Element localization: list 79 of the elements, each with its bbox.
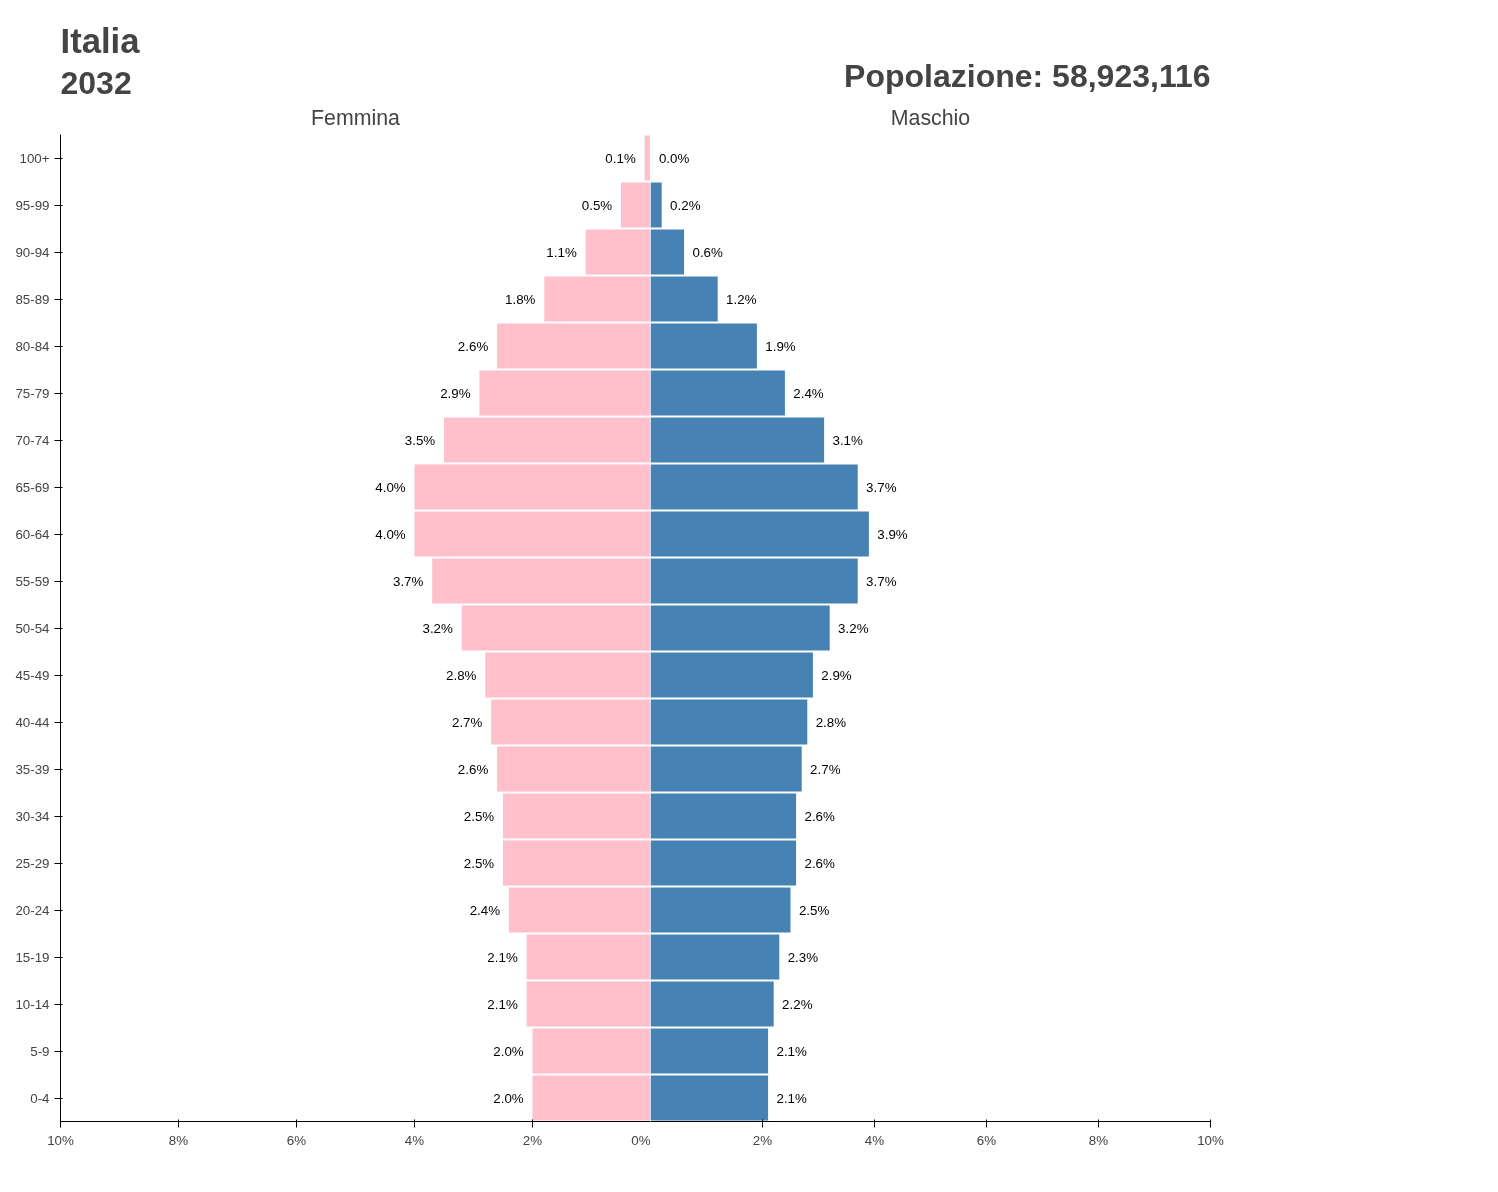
data-label: 2.0%	[493, 1090, 524, 1106]
data-label: 2.9%	[821, 667, 852, 683]
data-label: 2.5%	[798, 902, 830, 918]
data-label: 4.0%	[375, 479, 406, 495]
x-tick-label: 0%	[631, 1132, 651, 1148]
data-label: 0.0%	[658, 150, 690, 166]
data-label: 2.5%	[463, 855, 495, 871]
y-tick-label: 20-24	[15, 902, 51, 918]
data-label: 2.6%	[457, 338, 489, 354]
data-label: 1.2%	[726, 291, 757, 307]
data-label: 3.2%	[838, 620, 869, 636]
y-tick-label: 10-14	[15, 996, 51, 1012]
data-label: 2.5%	[463, 808, 495, 824]
data-label: 2.9%	[440, 385, 471, 401]
y-tick-label: 80-84	[15, 338, 51, 354]
data-label: 2.6%	[804, 855, 836, 871]
x-tick-label: 6%	[286, 1132, 307, 1148]
data-label: 2.6%	[457, 761, 489, 777]
data-label: 2.7%	[810, 761, 841, 777]
data-label: 2.1%	[487, 949, 518, 965]
y-tick-label: 15-19	[15, 949, 50, 965]
data-label: 0.2%	[670, 197, 701, 213]
data-label: 2.8%	[446, 667, 477, 683]
y-tick-label: 30-34	[15, 808, 51, 824]
data-label: 3.2%	[422, 620, 453, 636]
x-tick-label: 2%	[752, 1132, 773, 1148]
y-tick-label: 65-69	[15, 479, 50, 495]
data-label: 0.6%	[692, 244, 724, 260]
y-tick-label: 45-49	[15, 667, 50, 683]
chart-title: Italia	[60, 21, 141, 60]
data-label: 3.7%	[866, 573, 897, 589]
data-label: 0.1%	[605, 150, 636, 166]
data-label: 2.7%	[451, 714, 483, 730]
y-tick-label: 85-89	[15, 291, 50, 307]
x-tick-label: 8%	[1088, 1132, 1109, 1148]
data-label: 2.4%	[793, 385, 824, 401]
x-tick-label: 4%	[864, 1132, 885, 1148]
data-label: 2.2%	[782, 996, 813, 1012]
y-tick-label: 5-9	[30, 1043, 50, 1059]
y-tick-label: 40-44	[15, 714, 51, 730]
x-tick-label: 2%	[522, 1132, 543, 1148]
data-label: 2.1%	[487, 996, 518, 1012]
y-tick-label: 0-4	[30, 1090, 51, 1106]
data-label: 3.5%	[404, 432, 436, 448]
x-tick-label: 6%	[976, 1132, 997, 1148]
data-label: 3.1%	[832, 432, 864, 448]
y-tick-label: 25-29	[15, 855, 50, 871]
data-label: 3.9%	[877, 526, 908, 542]
data-label: 1.9%	[765, 338, 796, 354]
y-tick-label: 50-54	[15, 620, 51, 636]
data-label: 2.4%	[469, 902, 501, 918]
x-tick-label: 8%	[168, 1132, 189, 1148]
y-tick-label: 100+	[19, 150, 50, 166]
data-label: 4.0%	[375, 526, 406, 542]
chart-subtitle: Popolazione: 58,923,116	[844, 57, 1211, 94]
y-tick-label: 35-39	[15, 761, 50, 777]
data-label: 2.6%	[804, 808, 836, 824]
x-tick-label: 4%	[404, 1132, 425, 1148]
data-label: 2.0%	[493, 1043, 524, 1059]
y-tick-label: 60-64	[15, 526, 51, 542]
x-axis-title: Maschio	[890, 105, 971, 130]
data-label: 2.1%	[776, 1043, 808, 1059]
data-label: 2.1%	[776, 1090, 808, 1106]
x-tick-label: 10%	[47, 1132, 74, 1148]
x-axis-title: Femmina	[311, 105, 401, 130]
x-tick-label: 10%	[1197, 1132, 1224, 1148]
data-label: 3.7%	[866, 479, 897, 495]
y-tick-label: 90-94	[15, 244, 51, 260]
y-tick-label: 75-79	[15, 385, 50, 401]
data-label: 0.5%	[581, 197, 613, 213]
data-label: 2.3%	[787, 949, 819, 965]
data-label: 2.8%	[815, 714, 847, 730]
chart-subtitle: 2032	[60, 64, 132, 101]
y-tick-label: 55-59	[15, 573, 50, 589]
y-tick-label: 95-99	[15, 197, 50, 213]
data-label: 3.7%	[392, 573, 424, 589]
data-label: 1.1%	[546, 244, 577, 260]
y-tick-label: 70-74	[15, 432, 51, 448]
data-label: 1.8%	[505, 291, 536, 307]
